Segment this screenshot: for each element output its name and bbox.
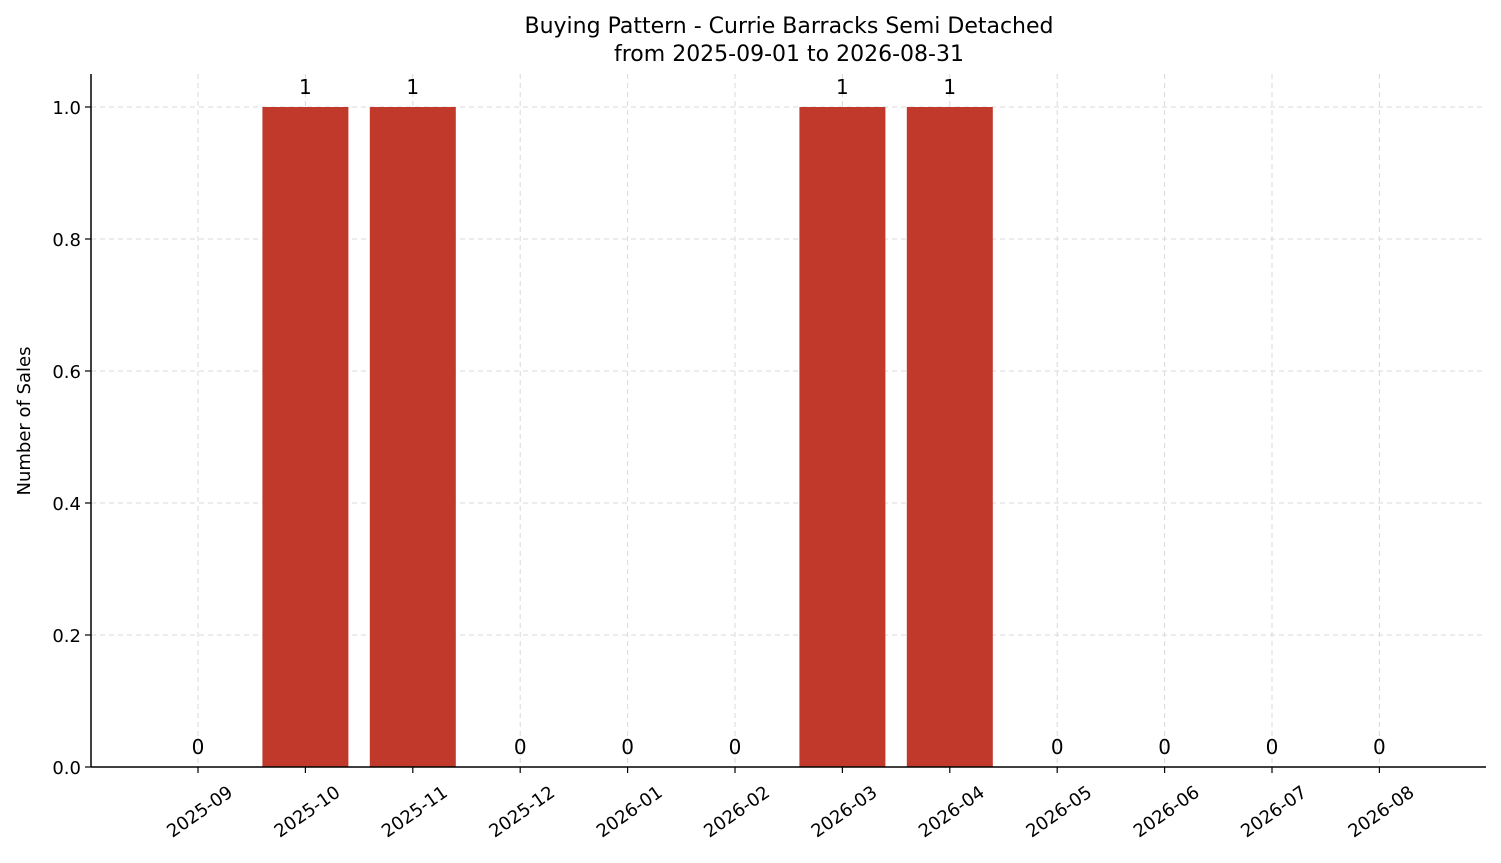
x-tick-label: 2026-07 — [1237, 782, 1311, 842]
x-tick-label: 2026-08 — [1345, 782, 1419, 842]
x-tick-label: 2025-10 — [271, 782, 345, 842]
data-label: 0 — [514, 735, 527, 759]
axes — [85, 74, 1486, 773]
y-axis-label: Number of Sales — [14, 346, 35, 495]
y-tick-label: 1.0 — [52, 98, 81, 119]
x-tick-label: 2026-05 — [1022, 782, 1096, 842]
data-label: 0 — [1051, 735, 1064, 759]
data-label: 0 — [1373, 735, 1386, 759]
data-label: 0 — [192, 735, 205, 759]
data-label: 1 — [836, 75, 849, 99]
bars — [262, 107, 993, 767]
y-tick-label: 0.0 — [52, 758, 81, 779]
data-label: 0 — [729, 735, 742, 759]
y-tick-label: 0.2 — [52, 626, 81, 647]
y-tick-label: 0.4 — [52, 494, 81, 515]
labels: 0.0 0.2 0.4 0.6 0.8 1.0 2025-09 2025-10 2025-11 2… — [52, 75, 1418, 842]
chart-subtitle: from 2025-09-01 to 2026-08-31 — [614, 42, 964, 67]
data-label: 0 — [621, 735, 634, 759]
bar — [799, 107, 886, 767]
y-tick-label: 0.8 — [52, 230, 81, 251]
x-tick-label: 2026-01 — [593, 782, 667, 842]
x-tick-label: 2026-02 — [700, 782, 774, 842]
data-label: 1 — [406, 75, 419, 99]
x-tick-label: 2025-12 — [485, 782, 559, 842]
x-tick-label: 2025-11 — [378, 782, 452, 842]
data-label: 0 — [1158, 735, 1171, 759]
x-tick-label: 2026-06 — [1130, 782, 1204, 842]
data-label: 1 — [299, 75, 312, 99]
data-label: 1 — [943, 75, 956, 99]
bar — [262, 107, 349, 767]
chart-title: Buying Pattern - Currie Barracks Semi De… — [525, 14, 1054, 39]
x-tick-label: 2025-09 — [163, 782, 237, 842]
x-tick-label: 2026-04 — [915, 782, 989, 842]
data-label: 0 — [1266, 735, 1279, 759]
x-tick-label: 2026-03 — [808, 782, 882, 842]
bar — [369, 107, 456, 767]
bar — [906, 107, 993, 767]
y-tick-label: 0.6 — [52, 362, 81, 383]
